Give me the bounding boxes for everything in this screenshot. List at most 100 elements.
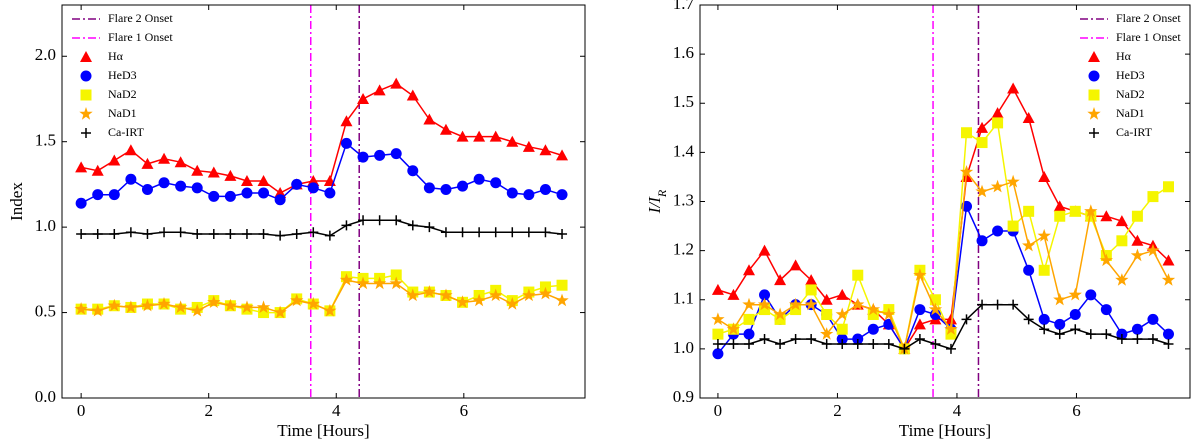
data-point — [805, 274, 818, 286]
data-point — [191, 164, 204, 176]
x-tick-label: 6 — [460, 401, 469, 420]
data-point — [1069, 308, 1081, 320]
data-point — [790, 334, 801, 345]
data-point — [759, 304, 771, 316]
data-point — [789, 259, 802, 271]
legend-label: NaD1 — [108, 106, 137, 120]
data-point — [1007, 82, 1020, 94]
data-point — [913, 268, 927, 281]
data-point — [274, 194, 286, 206]
data-point — [406, 89, 419, 101]
data-point — [241, 187, 253, 199]
data-point — [256, 300, 271, 314]
data-point — [929, 294, 941, 306]
legend-swatch — [80, 51, 92, 62]
data-point — [290, 293, 304, 307]
data-point — [1131, 323, 1143, 335]
legend-label: HeD3 — [1116, 68, 1145, 82]
data-point — [1085, 210, 1097, 222]
data-point — [1115, 273, 1129, 286]
data-point — [1070, 324, 1081, 335]
data-point — [1022, 238, 1036, 252]
data-point — [1162, 328, 1174, 340]
data-point — [977, 299, 988, 310]
legend-swatch — [1088, 70, 1100, 82]
data-point — [867, 308, 879, 320]
data-point — [76, 228, 87, 239]
data-point — [959, 165, 974, 178]
data-point — [1116, 235, 1128, 247]
data-point — [240, 174, 253, 186]
data-point — [990, 179, 1005, 193]
x-axis-label: Time [Hours] — [899, 421, 991, 440]
data-point — [1053, 292, 1067, 306]
y-axis-label-main: I/I — [645, 196, 664, 214]
data-point — [258, 228, 269, 239]
data-point — [523, 227, 534, 238]
data-point — [821, 308, 833, 320]
data-point — [389, 276, 403, 290]
data-point — [1054, 318, 1066, 330]
data-point — [422, 285, 436, 298]
data-point — [140, 298, 155, 312]
data-point — [1116, 334, 1127, 345]
data-point — [1053, 200, 1066, 212]
data-point — [711, 283, 724, 295]
data-point — [159, 227, 170, 238]
data-point — [407, 220, 418, 231]
data-point — [275, 230, 286, 241]
data-point — [1007, 220, 1019, 232]
data-point — [522, 140, 535, 152]
data-point — [759, 334, 770, 345]
data-point — [324, 187, 336, 199]
y-tick-label: 1.0 — [673, 338, 694, 357]
data-point — [820, 327, 834, 340]
x-tick-label: 2 — [204, 401, 213, 420]
x-tick-label: 0 — [714, 401, 723, 420]
data-point — [324, 230, 335, 241]
data-point — [945, 328, 957, 340]
data-point — [423, 182, 435, 194]
data-point — [789, 297, 803, 311]
legend-label: Flare 2 Onset — [1116, 11, 1181, 25]
data-point — [473, 130, 486, 142]
data-point — [555, 293, 569, 307]
data-point — [75, 197, 87, 209]
data-point — [775, 338, 786, 349]
data-point — [1037, 228, 1051, 242]
data-point — [208, 228, 219, 239]
data-point — [1131, 234, 1144, 246]
data-point — [1038, 313, 1050, 325]
data-point — [323, 303, 337, 317]
data-point — [1069, 205, 1081, 217]
data-point — [1146, 243, 1160, 257]
data-point — [712, 328, 724, 340]
data-point — [273, 305, 287, 319]
legend-swatch — [80, 70, 92, 82]
data-point — [223, 298, 237, 312]
x-tick-label: 4 — [953, 401, 962, 420]
data-point — [1054, 210, 1066, 222]
y-tick-label: 1.6 — [673, 43, 694, 62]
data-point — [1023, 205, 1035, 217]
data-point — [1068, 287, 1082, 301]
data-point — [976, 235, 988, 247]
data-point — [523, 189, 535, 201]
data-point — [1023, 264, 1035, 276]
data-point — [158, 177, 170, 189]
data-point — [1101, 329, 1112, 340]
data-point — [882, 307, 896, 321]
data-point — [1038, 170, 1051, 182]
data-point — [992, 225, 1004, 237]
legend-swatch — [1089, 128, 1099, 138]
data-point — [258, 187, 270, 199]
y-tick-label: 1.1 — [673, 289, 694, 308]
data-point — [108, 189, 120, 201]
data-point — [1147, 191, 1159, 203]
data-point — [727, 288, 740, 300]
data-point — [837, 338, 848, 349]
legend-label: NaD2 — [108, 87, 137, 101]
data-point — [191, 182, 203, 194]
data-point — [307, 182, 319, 194]
data-point — [108, 154, 121, 166]
